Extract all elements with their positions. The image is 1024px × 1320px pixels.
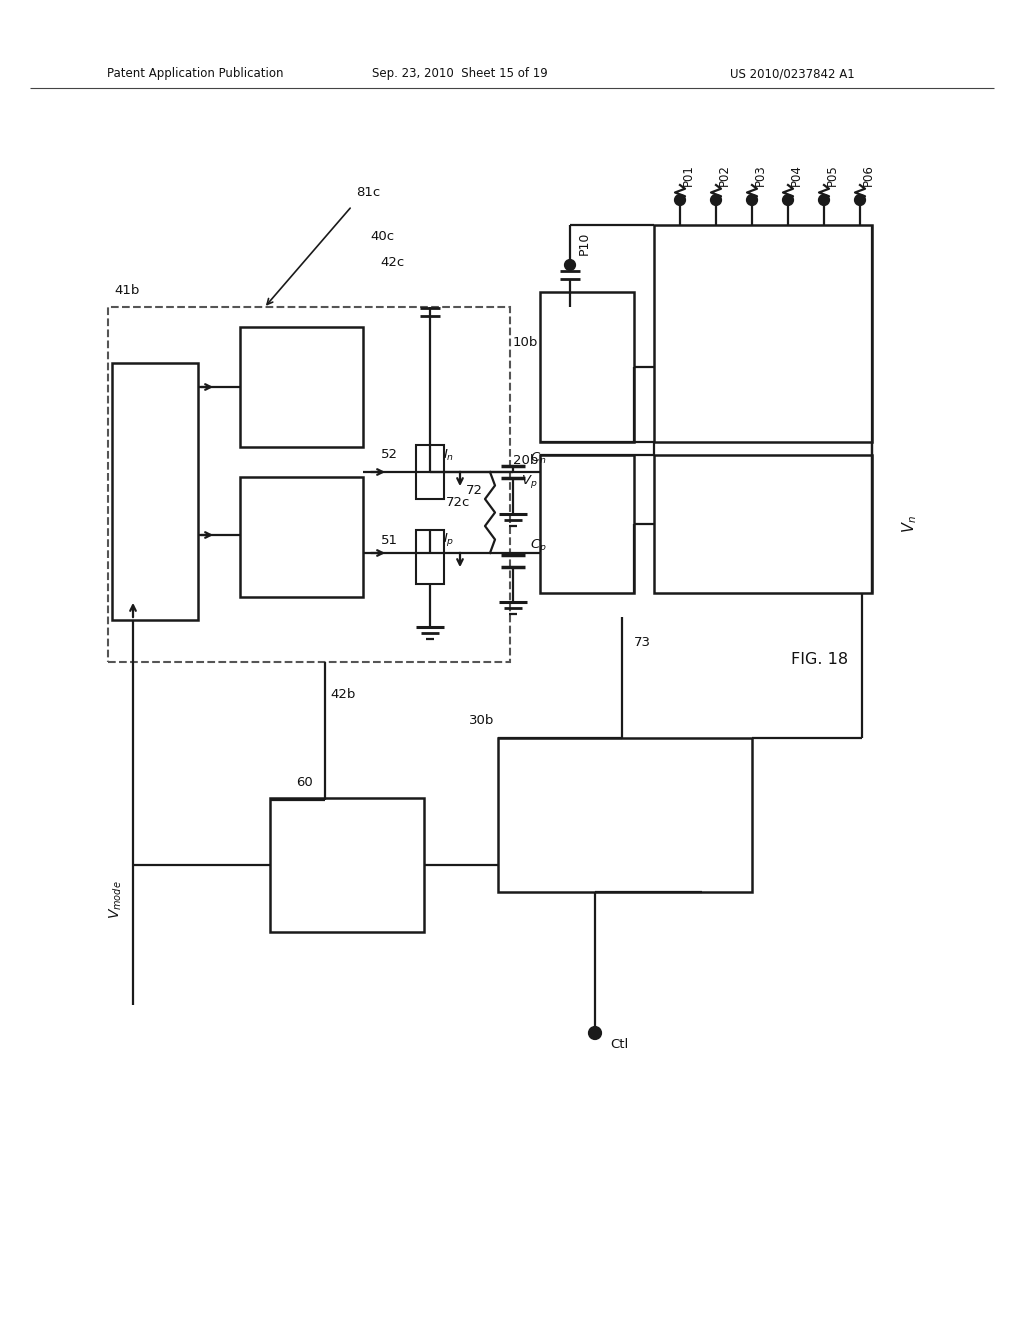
Text: P05: P05: [825, 164, 839, 186]
Text: 73: 73: [634, 636, 651, 649]
Text: US 2010/0237842 A1: US 2010/0237842 A1: [730, 67, 855, 81]
Bar: [654, 224, 872, 442]
Text: 60: 60: [296, 776, 312, 789]
Bar: [416, 531, 444, 583]
Bar: [416, 445, 444, 499]
Bar: [540, 455, 634, 593]
Text: Ctl: Ctl: [610, 1039, 629, 1052]
Text: $I_p$: $I_p$: [443, 532, 455, 549]
Text: 30b: 30b: [469, 714, 494, 727]
Text: $V_n$: $V_n$: [900, 515, 919, 533]
Text: $V_p$: $V_p$: [521, 473, 538, 490]
Text: 41b: 41b: [114, 285, 139, 297]
Bar: [240, 327, 362, 447]
Text: P06: P06: [861, 164, 874, 186]
Text: P03: P03: [754, 164, 767, 186]
Circle shape: [819, 195, 829, 205]
Text: P02: P02: [718, 164, 730, 186]
Text: Patent Application Publication: Patent Application Publication: [106, 67, 284, 81]
Text: Sep. 23, 2010  Sheet 15 of 19: Sep. 23, 2010 Sheet 15 of 19: [372, 67, 548, 81]
Text: 51: 51: [381, 533, 398, 546]
Text: $I_n$: $I_n$: [443, 447, 454, 462]
Bar: [540, 292, 634, 442]
Text: FIG. 18: FIG. 18: [792, 652, 849, 668]
Text: $C_n$: $C_n$: [530, 450, 547, 466]
Text: $V_{mode}$: $V_{mode}$: [108, 880, 124, 919]
Text: 20b: 20b: [513, 454, 538, 466]
Text: 72c: 72c: [445, 495, 470, 508]
Text: 81c: 81c: [356, 186, 380, 199]
Circle shape: [746, 195, 757, 205]
Bar: [498, 738, 752, 892]
Circle shape: [589, 1027, 601, 1039]
Circle shape: [855, 195, 865, 205]
Circle shape: [783, 195, 793, 205]
Text: $C_p$: $C_p$: [530, 536, 547, 553]
Text: 10b: 10b: [513, 335, 538, 348]
Circle shape: [675, 195, 685, 205]
Text: 52: 52: [381, 447, 398, 461]
Circle shape: [711, 195, 721, 205]
Text: P10: P10: [578, 231, 591, 255]
Text: P04: P04: [790, 164, 803, 186]
Bar: [112, 363, 198, 620]
Bar: [240, 477, 362, 597]
Text: 40c: 40c: [370, 231, 394, 243]
Text: 72: 72: [466, 483, 483, 496]
Text: 42b: 42b: [330, 689, 355, 701]
Text: P01: P01: [682, 164, 694, 186]
Bar: [108, 308, 510, 663]
Circle shape: [565, 260, 575, 271]
Bar: [270, 799, 424, 932]
Bar: [654, 455, 872, 593]
Text: 42c: 42c: [380, 256, 404, 269]
